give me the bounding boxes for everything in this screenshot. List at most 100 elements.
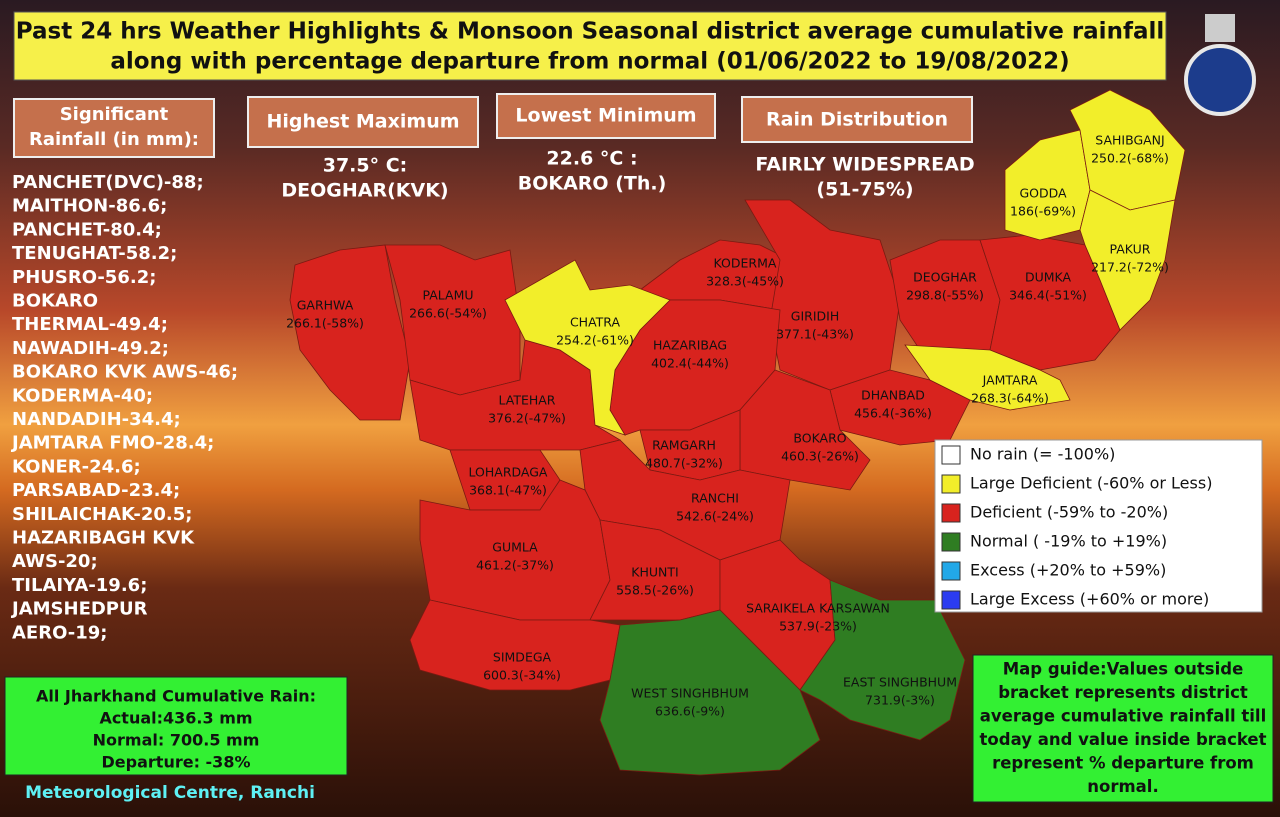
legend-box [934, 439, 1263, 613]
district-rainfall: 250.2(-68%) [1091, 151, 1169, 166]
rainfall-item: HAZARIBAGH KVK [12, 528, 195, 549]
footer: Meteorological Centre, Ranchi [25, 783, 315, 803]
district-name: GODDA [1019, 186, 1067, 201]
stat-value: FAIRLY WIDESPREAD [755, 154, 974, 176]
legend-swatch [941, 561, 961, 581]
district-name: SARAIKELA KARSAWAN [746, 601, 890, 616]
district-shape [504, 259, 671, 436]
district-name: LATEHAR [498, 393, 555, 408]
cumulative-line: All Jharkhand Cumulative Rain: [36, 687, 316, 706]
district-shape [979, 234, 1121, 371]
district-rainfall: 558.5(-26%) [616, 583, 694, 598]
rainfall-item: PANCHET(DVC)-88; [12, 172, 204, 193]
heading-box [247, 96, 479, 148]
rainfall-item: NANDADIH-34.4; [12, 409, 181, 430]
stat-value: BOKARO (Th.) [518, 173, 667, 195]
district-rainfall: 480.7(-32%) [645, 456, 723, 471]
district-rainfall: 377.1(-43%) [776, 327, 854, 342]
district-name: DHANBAD [861, 388, 925, 403]
district-shape [599, 609, 821, 776]
title-box [13, 11, 1167, 81]
rainfall-item: KONER-24.6; [12, 456, 141, 477]
map-guide-line: today and value inside bracket [980, 730, 1267, 749]
rainfall-item: KODERMA-40; [12, 385, 153, 406]
district-name: KODERMA [714, 256, 777, 271]
district-rainfall: 268.3(-64%) [971, 391, 1049, 406]
emblem [1184, 14, 1256, 116]
rainfall-item: AWS-20; [12, 551, 98, 572]
district-rainfall: 456.4(-36%) [854, 406, 932, 421]
map-guide-line: normal. [1087, 777, 1158, 796]
district-rainfall: 346.4(-51%) [1009, 288, 1087, 303]
district-rainfall: 298.8(-55%) [906, 288, 984, 303]
rainfall-item: TILAIYA-19.6; [12, 575, 147, 596]
district-name: BOKARO [793, 431, 846, 446]
heading-box [13, 98, 215, 158]
district-rainfall: 600.3(-34%) [483, 668, 561, 683]
rainfall-item: PARSABAD-23.4; [12, 480, 180, 501]
district-rainfall: 636.6(-9%) [655, 704, 725, 719]
district-name: PALAMU [422, 288, 473, 303]
district-shape [449, 449, 561, 511]
district-rainfall: 266.1(-58%) [286, 316, 364, 331]
stat-value: 37.5° C: [323, 155, 408, 177]
title-line: along with percentage departure from nor… [110, 49, 1069, 75]
heading: Rainfall (in mm): [29, 129, 199, 150]
cumulative-line: Actual:436.3 mm [99, 709, 252, 728]
district-name: PAKUR [1110, 242, 1151, 257]
rainfall-item: PHUSRO-56.2; [12, 267, 156, 288]
rainfall-item: MAITHON-86.6; [12, 196, 167, 217]
rainfall-item: TENUGHAT-58.2; [12, 243, 177, 264]
district-rainfall: 186(-69%) [1010, 204, 1076, 219]
district-shape [829, 369, 971, 446]
district-rainfall: 266.6(-54%) [409, 306, 487, 321]
heading: Lowest Minimum [515, 105, 696, 127]
rainfall-item: JAMSHEDPUR [10, 599, 148, 620]
map-guide-box [972, 654, 1274, 803]
map-guide-line: average cumulative rainfall till [980, 707, 1267, 726]
cumulative-line: Normal: 700.5 mm [93, 731, 260, 750]
rainfall-item: PANCHET-80.4; [12, 219, 162, 240]
legend-swatch [941, 590, 961, 610]
district-rainfall: 368.1(-47%) [469, 483, 547, 498]
rainfall-item: BOKARO KVK AWS-46; [12, 362, 238, 383]
district-name: EAST SINGHBHUM [843, 675, 957, 690]
district-shape [904, 344, 1071, 411]
legend-swatch [941, 532, 961, 552]
stat-value: 22.6 °C : [546, 148, 637, 170]
district-rainfall: 217.2(-72%) [1091, 260, 1169, 275]
district-name: GARHWA [297, 298, 354, 313]
district-name: HAZARIBAG [653, 338, 727, 353]
district-shape [1079, 189, 1176, 331]
district-rainfall: 376.2(-47%) [488, 411, 566, 426]
district-shape [409, 599, 621, 691]
heading: Significant [60, 104, 169, 125]
heading-box [741, 96, 973, 143]
district-rainfall: 460.3(-26%) [781, 449, 859, 464]
cumulative-box [4, 676, 348, 776]
rainfall-item: NAWADIH-49.2; [12, 338, 169, 359]
legend-label: No rain (= -100%) [970, 445, 1115, 464]
district-name: SIMDEGA [493, 650, 552, 665]
district-rainfall: 542.6(-24%) [676, 509, 754, 524]
heading: Rain Distribution [766, 109, 948, 131]
district-rainfall: 731.9(-3%) [865, 693, 935, 708]
district-name: GUMLA [492, 540, 538, 555]
district-shape [289, 244, 411, 421]
district-name: KHUNTI [631, 565, 678, 580]
heading-box [496, 93, 716, 139]
district-rainfall: 328.3(-45%) [706, 274, 784, 289]
rainfall-item: AERO-19; [12, 622, 107, 643]
district-name: GIRIDIH [791, 309, 839, 324]
district-name: WEST SINGHBHUM [631, 686, 749, 701]
title-line: Past 24 hrs Weather Highlights & Monsoon… [16, 19, 1164, 45]
legend-label: Excess (+20% to +59%) [970, 561, 1166, 580]
map-guide-line: represent % departure from [992, 754, 1254, 773]
rainfall-item: JAMTARA FMO-28.4; [10, 433, 214, 454]
district-name: DUMKA [1025, 270, 1072, 285]
rainfall-item: BOKARO [12, 291, 98, 312]
legend-label: Large Deficient (-60% or Less) [970, 474, 1212, 493]
district-rainfall: 537.9(-23%) [779, 619, 857, 634]
stat-value: (51-75%) [816, 179, 913, 201]
